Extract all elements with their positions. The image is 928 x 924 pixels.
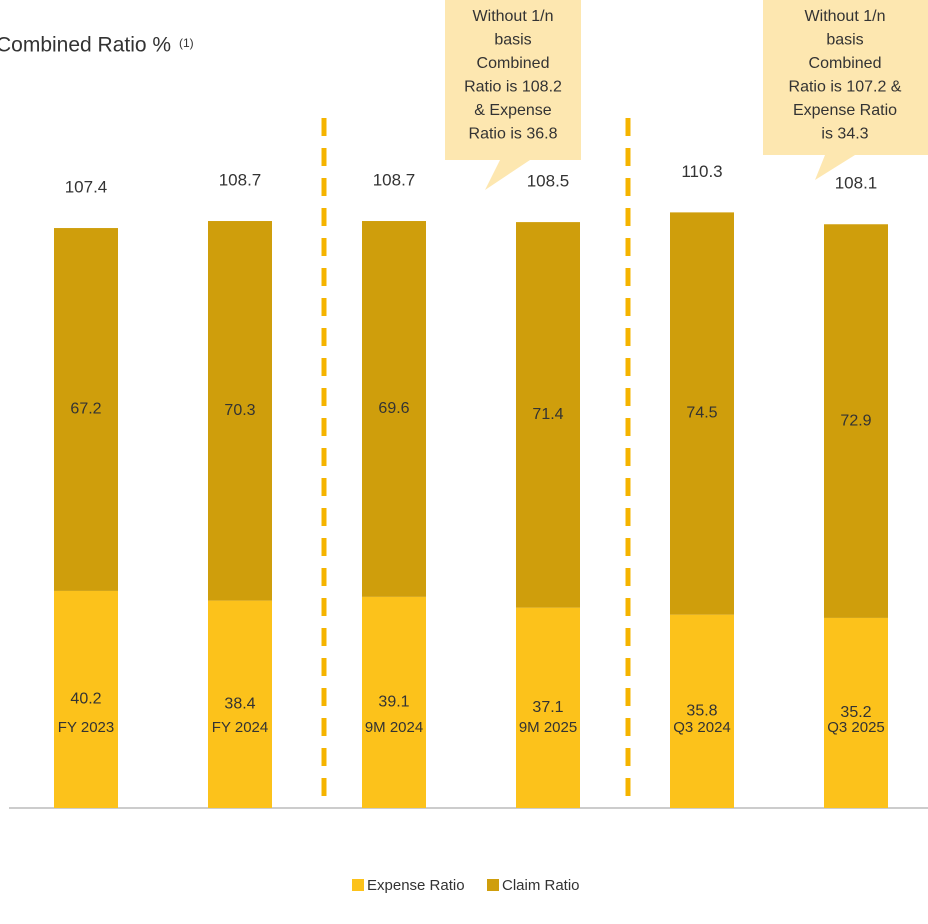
- annotation: Combined: [809, 55, 882, 72]
- bar-segment: [362, 221, 426, 597]
- x-tick-label: Q3 2024: [673, 719, 731, 736]
- annotation: Ratio is 107.2 &: [789, 79, 902, 96]
- title-note: (1): [179, 36, 194, 50]
- annotation: basis: [494, 32, 531, 49]
- annotation: Expense Ratio: [793, 102, 897, 119]
- legend-label: Claim Ratio: [502, 877, 580, 894]
- data-label: 71.4: [532, 406, 563, 423]
- legend-label: Expense Ratio: [367, 877, 465, 894]
- annotation: is 34.3: [821, 126, 868, 143]
- chart-title: Combined Ratio %: [0, 34, 171, 57]
- legend-swatch: [487, 879, 499, 891]
- bar-segment: [516, 222, 580, 608]
- x-tick-label: FY 2024: [212, 719, 268, 736]
- bar-segment: [208, 600, 272, 808]
- data-label: 35.8: [686, 703, 717, 720]
- data-label: 69.6: [378, 400, 409, 417]
- data-label: 35.2: [840, 704, 871, 721]
- annotation: Ratio is 36.8: [469, 126, 558, 143]
- annotation: Ratio is 108.2: [464, 79, 562, 96]
- bar-segment: [208, 221, 272, 601]
- total-label: 110.3: [681, 162, 722, 181]
- annotation: & Expense: [474, 102, 551, 119]
- bar-segment: [670, 614, 734, 808]
- annotation: basis: [826, 32, 863, 49]
- data-label: 37.1: [532, 699, 563, 716]
- x-tick-label: FY 2023: [58, 719, 114, 736]
- bar-segment: [824, 617, 888, 808]
- bar-segment: [54, 590, 118, 808]
- total-label: 108.7: [373, 171, 416, 190]
- data-label: 70.3: [224, 402, 255, 419]
- data-label: 72.9: [840, 412, 871, 429]
- x-tick-label: 9M 2024: [365, 719, 423, 736]
- bar-segment: [824, 224, 888, 618]
- legend-swatch: [352, 879, 364, 891]
- annotation: Combined: [477, 55, 550, 72]
- data-label: 67.2: [70, 401, 101, 418]
- x-tick-label: 9M 2025: [519, 719, 577, 736]
- bar-segment: [54, 228, 118, 591]
- bar-segment: [362, 596, 426, 808]
- x-tick-label: Q3 2025: [827, 719, 885, 736]
- callout: [445, 0, 581, 190]
- annotation: Without 1/n: [805, 8, 886, 25]
- total-label: 108.1: [835, 174, 878, 193]
- callout: [763, 0, 928, 180]
- data-label: 40.2: [70, 691, 101, 708]
- total-label: 107.4: [65, 178, 108, 197]
- total-label: 108.5: [527, 172, 570, 191]
- annotation: Without 1/n: [473, 8, 554, 25]
- bar-segment: [670, 212, 734, 615]
- data-label: 74.5: [686, 405, 717, 422]
- bar-segment: [516, 607, 580, 808]
- data-label: 38.4: [224, 696, 255, 713]
- data-label: 39.1: [378, 694, 409, 711]
- total-label: 108.7: [219, 171, 262, 190]
